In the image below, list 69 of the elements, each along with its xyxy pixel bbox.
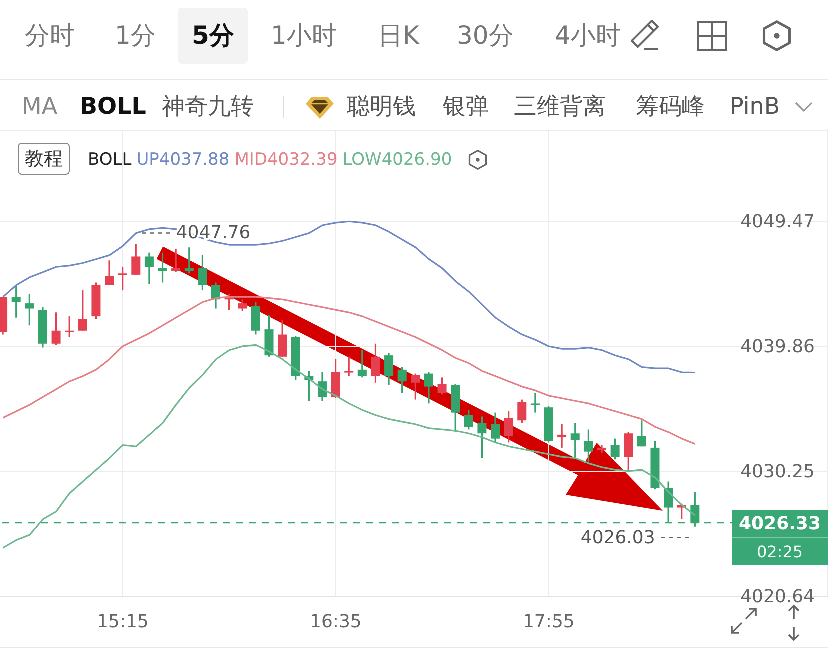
candlestick	[132, 243, 141, 276]
candlestick	[411, 372, 420, 401]
candlestick	[371, 343, 380, 384]
candlestick	[238, 298, 248, 312]
text: MID	[234, 150, 268, 170]
annotation: 4037.88	[159, 150, 230, 170]
candlestick	[12, 284, 21, 319]
x-tick-label: 15:15	[97, 612, 149, 632]
text: 30分	[457, 21, 514, 50]
text: PinB	[730, 94, 780, 120]
candlestick	[278, 320, 288, 358]
annotation: 4026.03	[580, 527, 656, 548]
text: BOLL	[80, 94, 146, 120]
y-tick-label: 4039.86	[740, 336, 815, 358]
x-tick-label: 17:55	[522, 612, 575, 632]
text: 4小时	[555, 21, 621, 50]
candlestick	[518, 399, 527, 424]
candlestick	[78, 290, 88, 332]
x-tick-label: 16:35	[310, 612, 362, 632]
text: 分时	[25, 21, 75, 50]
candlestick	[530, 392, 540, 414]
candlestick	[184, 246, 194, 274]
text: MA	[22, 94, 58, 120]
candlestick	[438, 376, 447, 396]
text: 筹码峰	[636, 94, 705, 120]
candlestick	[491, 412, 500, 444]
candlestick	[65, 316, 74, 338]
candlestick	[558, 424, 567, 449]
candlestick	[358, 350, 367, 378]
annotation: 4032.39	[267, 150, 338, 170]
candlestick	[464, 409, 474, 431]
text: 1小时	[271, 21, 337, 50]
button: 教程	[18, 143, 70, 175]
y-tick-label: 4049.47	[740, 212, 815, 232]
text: 银弹	[443, 94, 489, 120]
candlestick	[384, 352, 394, 386]
text: 神奇九转	[162, 94, 254, 120]
annotation: 4026.90	[382, 150, 452, 170]
candlestick	[424, 372, 434, 405]
annotation: 教程	[25, 148, 63, 170]
text: LOW	[342, 150, 382, 170]
annotation: 4026.33	[739, 513, 821, 534]
candlestick	[105, 260, 114, 286]
text: 日K	[378, 21, 420, 50]
text: 1分	[115, 21, 156, 50]
candlestick	[144, 252, 154, 285]
candlestick	[624, 432, 634, 472]
candlestick	[158, 252, 168, 284]
text: UP	[136, 150, 160, 170]
candlestick	[118, 266, 128, 292]
candlestick	[478, 416, 487, 460]
candlestick	[637, 420, 646, 448]
legend-title: BOLL	[88, 150, 132, 170]
candlestick	[584, 428, 594, 464]
candlestick	[52, 312, 61, 346]
candlestick	[25, 294, 34, 326]
text: 02:25	[756, 542, 804, 562]
candlestick	[610, 438, 620, 460]
y-tick-label: 4030.25	[740, 462, 815, 482]
candlestick	[398, 366, 407, 394]
text: 聪明钱	[347, 94, 416, 120]
text: 三维背离	[514, 94, 606, 120]
candlestick	[344, 356, 354, 378]
candlestick	[172, 248, 181, 274]
text: 5分	[192, 21, 234, 50]
candlestick	[504, 410, 514, 444]
candlestick	[198, 254, 208, 292]
candlestick	[570, 422, 580, 460]
y-tick-label: 4020.64	[740, 586, 815, 608]
